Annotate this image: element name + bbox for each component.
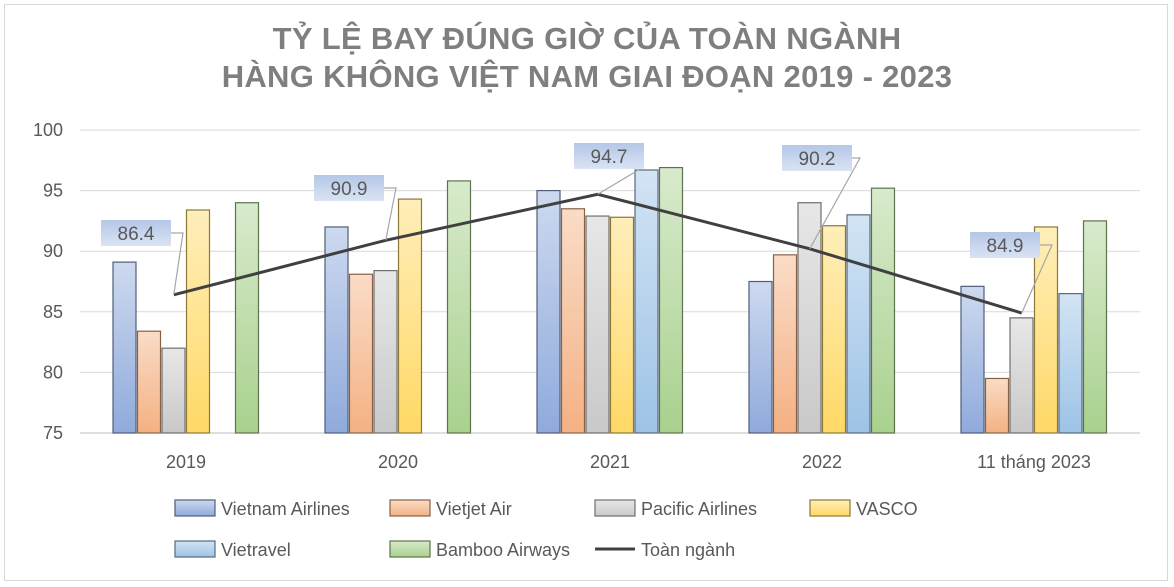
bar-series-group	[112, 166, 1108, 434]
bar-vasco-2020	[397, 198, 423, 434]
bar-vietjet-air-2020	[348, 273, 374, 434]
leader-line-1	[384, 187, 397, 241]
bar-bamboo-airways-2019	[234, 202, 260, 434]
bar-vietravel-11-thang-2023	[1058, 293, 1083, 434]
data-label-84-9: 84.9	[987, 236, 1024, 257]
bar-pacific-airlines-2022	[797, 202, 822, 434]
y-tick-100: 100	[33, 120, 63, 140]
leader-line-4	[1021, 244, 1053, 314]
chart-title-line-1: TỶ LỆ BAY ĐÚNG GIỜ CỦA TOÀN NGÀNH	[272, 21, 902, 56]
x-tick-2020: 2020	[378, 452, 418, 472]
data-label-box-4	[970, 232, 1040, 258]
bar-vietnam-airlines-11-thang-2023	[960, 285, 985, 434]
legend-label-toan-nganh: Toàn ngành	[641, 540, 735, 560]
y-tick-85: 85	[43, 302, 63, 322]
bar-vietnam-airlines-2022	[748, 280, 773, 434]
legend-swatch-vietnam-airlines	[174, 499, 216, 517]
data-label-90-9: 90.9	[331, 179, 368, 200]
bar-bamboo-airways-2021	[658, 166, 684, 434]
bar-bamboo-airways-2020	[446, 180, 472, 434]
data-label-box-2	[574, 143, 644, 169]
data-label-box-3	[782, 145, 852, 171]
bar-pacific-airlines-2019	[161, 347, 186, 434]
data-label-94-7: 94.7	[591, 147, 628, 168]
legend-label-vietravel: Vietravel	[221, 540, 291, 560]
bar-vietjet-air-2021	[560, 208, 586, 434]
legend-swatch-vietravel	[174, 540, 216, 558]
y-axis-ticks: 75 80 85 90 95 100	[33, 120, 63, 443]
y-tick-95: 95	[43, 181, 63, 201]
legend-label-pacific-airlines: Pacific Airlines	[641, 499, 757, 519]
leader-line-3	[809, 157, 862, 250]
bar-pacific-airlines-2020	[373, 269, 398, 434]
leader-line-0	[171, 232, 184, 295]
legend-label-bamboo-airways: Bamboo Airways	[436, 540, 570, 560]
legend-swatch-vasco	[809, 499, 851, 517]
x-tick-11-thang-2023: 11 tháng 2023	[977, 452, 1091, 472]
bar-bamboo-airways-2022	[870, 187, 896, 434]
data-label-90-2: 90.2	[799, 149, 836, 170]
bar-vasco-2019	[185, 209, 211, 434]
legend-label-vietnam-airlines: Vietnam Airlines	[221, 499, 350, 519]
chart-title: TỶ LỆ BAY ĐÚNG GIỜ CỦA TOÀN NGÀNH HÀNG K…	[0, 20, 1174, 96]
bar-pacific-airlines-11-thang-2023	[1009, 317, 1034, 434]
data-label-group: 86.4 90.9 94.7 90.2 84.9	[101, 143, 1053, 314]
bar-vasco-2022	[821, 225, 847, 434]
y-tick-80: 80	[43, 362, 63, 382]
bar-vietnam-airlines-2021	[536, 190, 561, 434]
data-label-box-1	[314, 175, 384, 201]
legend-label-vietjet-air: Vietjet Air	[436, 499, 512, 519]
bar-pacific-airlines-2021	[585, 215, 610, 434]
y-tick-90: 90	[43, 241, 63, 261]
bar-vasco-11-thang-2023	[1033, 226, 1059, 434]
x-axis: 2019 2020 2021 2022 11 tháng 2023	[166, 452, 1091, 472]
legend-swatch-pacific-airlines	[594, 499, 636, 517]
data-label-86-4: 86.4	[118, 224, 155, 245]
bar-vietravel-2022	[846, 214, 871, 434]
bar-bamboo-airways-11-thang-2023	[1082, 220, 1108, 434]
bar-vietnam-airlines-2019	[112, 261, 137, 434]
bar-vasco-2021	[609, 216, 635, 434]
bar-vietnam-airlines-2020	[324, 226, 349, 434]
legend-swatch-vietjet-air	[389, 499, 431, 517]
bar-vietjet-air-2022	[772, 254, 798, 434]
chart-title-line-2: HÀNG KHÔNG VIỆT NAM GIAI ĐOẠN 2019 - 202…	[221, 59, 953, 94]
bar-vietjet-air-11-thang-2023	[984, 377, 1010, 434]
x-tick-2019: 2019	[166, 452, 206, 472]
data-label-box-0	[101, 220, 171, 246]
x-tick-2021: 2021	[590, 452, 630, 472]
legend-label-vasco: VASCO	[856, 499, 918, 519]
x-tick-2022: 2022	[802, 452, 842, 472]
leader-line-2	[597, 168, 641, 195]
y-tick-75: 75	[43, 423, 63, 443]
legend: Vietnam Airlines Vietjet Air Pacific Airli…	[174, 499, 918, 560]
bar-vietjet-air-2019	[136, 330, 162, 434]
bar-vietravel-2021	[634, 169, 659, 434]
legend-swatch-bamboo-airways	[389, 540, 431, 558]
